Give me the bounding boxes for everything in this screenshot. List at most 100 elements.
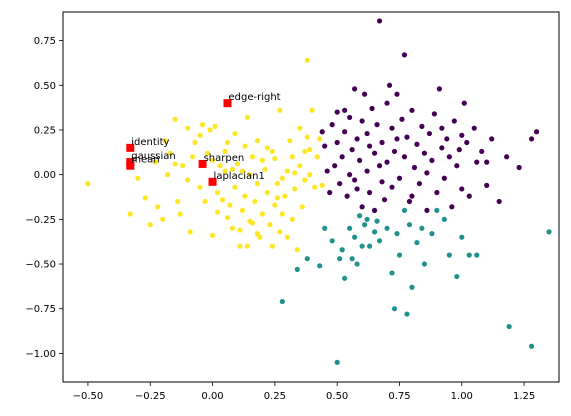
scatter-point-purple: [424, 207, 430, 214]
scatter-point-yellow: [244, 114, 251, 121]
scatter-point-purple: [466, 193, 472, 199]
annotation-label: edge-right: [229, 92, 281, 103]
scatter-point-purple: [444, 136, 450, 142]
scatter-point-yellow: [289, 154, 295, 160]
x-tick-label: 0.25: [264, 391, 286, 402]
scatter-point-purple: [389, 184, 395, 190]
scatter-point-yellow: [155, 204, 161, 210]
scatter-point-purple: [327, 189, 333, 196]
scatter-point-yellow: [297, 125, 303, 131]
scatter-point-purple: [396, 175, 403, 181]
scatter-point-purple: [354, 136, 360, 142]
scatter-point-teal: [389, 270, 395, 276]
scatter-point-yellow: [262, 166, 268, 172]
scatter-point-purple: [454, 163, 460, 169]
scatter-point-teal: [349, 256, 355, 262]
scatter-point-purple: [394, 136, 400, 142]
scatter-point-yellow: [224, 214, 231, 221]
scatter-point-purple: [461, 100, 467, 106]
scatter-point-teal: [466, 252, 472, 258]
scatter-point-purple: [337, 180, 343, 187]
scatter-point-purple: [386, 82, 393, 88]
scatter-point-purple: [436, 86, 442, 92]
scatter-point-purple: [489, 136, 495, 142]
scatter-point-yellow: [294, 247, 300, 253]
scatter-point-purple: [347, 114, 353, 121]
scatter-point-yellow: [197, 184, 203, 190]
scatter-point-yellow: [232, 184, 238, 190]
scatter-point-purple: [429, 157, 435, 163]
scatter-point-yellow: [197, 132, 203, 138]
scatter-point-teal: [304, 256, 310, 262]
annotation-marker: [198, 159, 207, 168]
scatter-point-purple: [371, 207, 378, 214]
scatter-point-teal: [406, 222, 413, 228]
scatter-point-yellow: [207, 127, 213, 133]
scatter-point-yellow: [185, 177, 191, 183]
scatter-point-yellow: [204, 150, 211, 156]
points-layer: [85, 18, 552, 365]
scatter-point-yellow: [269, 148, 275, 155]
scatter-point-yellow: [302, 148, 308, 155]
x-tick-label: 1.25: [513, 391, 535, 402]
scatter-point-yellow: [172, 161, 178, 167]
scatter-point-purple: [379, 179, 385, 185]
scatter-point-yellow: [187, 229, 193, 235]
scatter-point-yellow: [135, 175, 141, 181]
y-tick-label: −0.75: [25, 304, 56, 315]
scatter-point-purple: [409, 107, 415, 113]
scatter-point-teal: [414, 239, 420, 246]
scatter-point-yellow: [274, 180, 280, 187]
scatter-point-teal: [446, 252, 452, 258]
scatter-point-teal: [396, 252, 403, 258]
scatter-point-purple: [332, 163, 338, 169]
scatter-point-purple: [439, 145, 445, 151]
scatter-point-yellow: [297, 163, 303, 169]
axes-frame: [62, 11, 560, 383]
annotation-marker: [223, 99, 232, 108]
scatter-point-purple: [339, 154, 345, 160]
scatter-point-purple: [394, 91, 400, 97]
scatter-point-purple: [366, 143, 373, 149]
scatter-point-purple: [371, 150, 378, 156]
scatter-point-yellow: [152, 159, 158, 165]
scatter-point-purple: [434, 189, 440, 196]
scatter-point-purple: [459, 186, 465, 192]
scatter-point-yellow: [180, 163, 186, 169]
scatter-point-purple: [391, 148, 398, 155]
scatter-point-teal: [419, 225, 425, 231]
scatter-point-yellow: [192, 139, 198, 146]
scatter-point-teal: [347, 225, 353, 231]
scatter-point-yellow: [209, 232, 216, 239]
scatter-point-teal: [294, 266, 300, 272]
scatter-point-purple: [456, 147, 462, 153]
scatter-point-yellow: [185, 125, 191, 131]
scatter-point-yellow: [264, 145, 270, 151]
scatter-point-purple: [449, 204, 455, 210]
scatter-point-yellow: [162, 138, 168, 144]
scatter-point-teal: [364, 216, 370, 222]
scatter-point-yellow: [277, 229, 283, 235]
scatter-point-yellow: [249, 154, 256, 160]
scatter-point-yellow: [222, 168, 228, 174]
scatter-point-yellow: [237, 227, 243, 233]
scatter-point-teal: [374, 218, 380, 224]
scatter-point-purple: [516, 164, 522, 171]
scatter-point-yellow: [229, 225, 236, 231]
scatter-point-purple: [329, 122, 335, 128]
scatter-point-yellow: [314, 154, 320, 160]
scatter-point-purple: [496, 198, 502, 205]
scatter-point-teal: [528, 343, 535, 349]
scatter-point-yellow: [292, 186, 298, 192]
x-tick-label: 1.00: [451, 391, 473, 402]
scatter-point-purple: [322, 143, 328, 149]
scatter-point-teal: [334, 359, 340, 365]
scatter-point-teal: [329, 238, 335, 244]
scatter-point-purple: [342, 129, 348, 135]
scatter-point-teal: [376, 238, 383, 244]
y-tick-label: −0.25: [25, 215, 56, 226]
scatter-point-purple: [431, 111, 437, 117]
scatter-point-yellow: [167, 150, 173, 156]
scatter-point-teal: [279, 298, 285, 305]
